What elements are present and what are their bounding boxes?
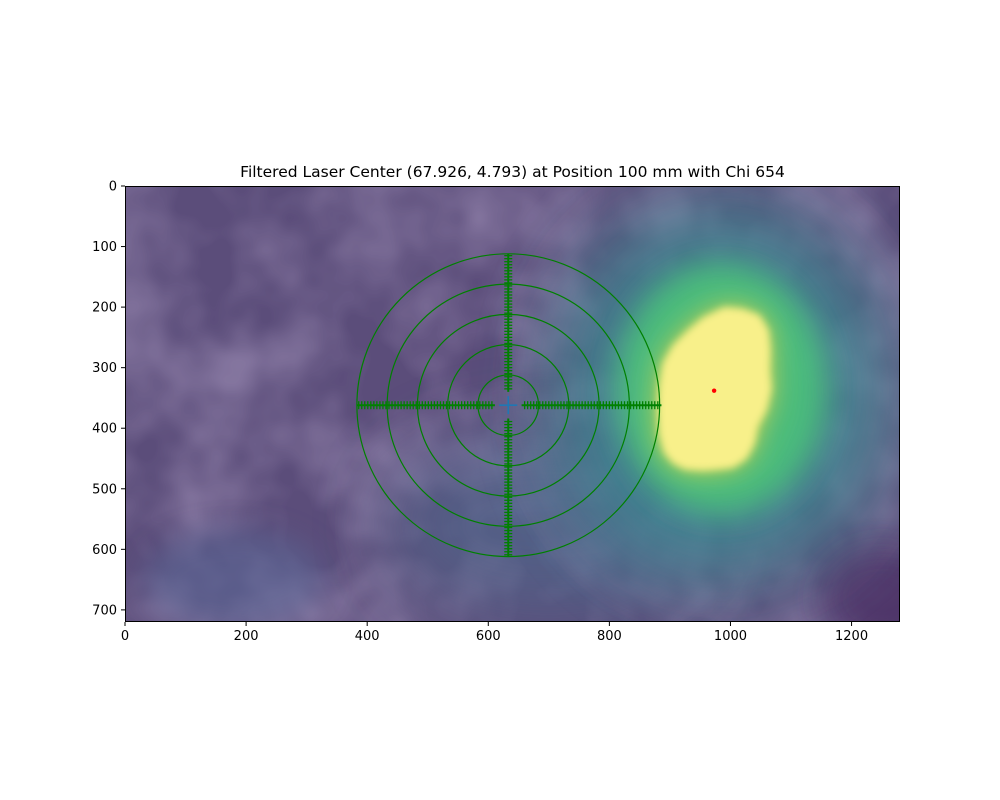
y-axis: 0 100 200 300 400 500 600 700 — [92, 180, 125, 618]
heatmap-image — [125, 186, 900, 622]
x-tick-label: 0 — [121, 629, 129, 644]
x-tick-label: 600 — [476, 629, 501, 644]
target-overlay — [356, 253, 717, 558]
x-tick-label: 1200 — [835, 629, 868, 644]
x-tick-label: 200 — [234, 629, 259, 644]
y-tick-label: 0 — [109, 180, 117, 195]
axes-frame — [125, 186, 900, 622]
y-tick-label: 600 — [92, 543, 117, 558]
y-tick-label: 400 — [92, 422, 117, 437]
y-tick-label: 500 — [92, 482, 117, 497]
x-tick-label: 400 — [355, 629, 380, 644]
x-axis: 0 200 400 600 800 1000 1200 — [121, 622, 868, 644]
chart-title: Filtered Laser Center (67.926, 4.793) at… — [240, 163, 785, 181]
y-tick-label: 700 — [92, 603, 117, 618]
light-patch — [144, 529, 324, 622]
y-tick-label: 300 — [92, 361, 117, 376]
laser-center-point — [711, 388, 717, 393]
x-tick-label: 1000 — [714, 629, 747, 644]
y-tick-label: 100 — [92, 240, 117, 255]
x-tick-label: 800 — [597, 629, 622, 644]
dark-patch — [821, 547, 900, 622]
y-tick-label: 200 — [92, 301, 117, 316]
